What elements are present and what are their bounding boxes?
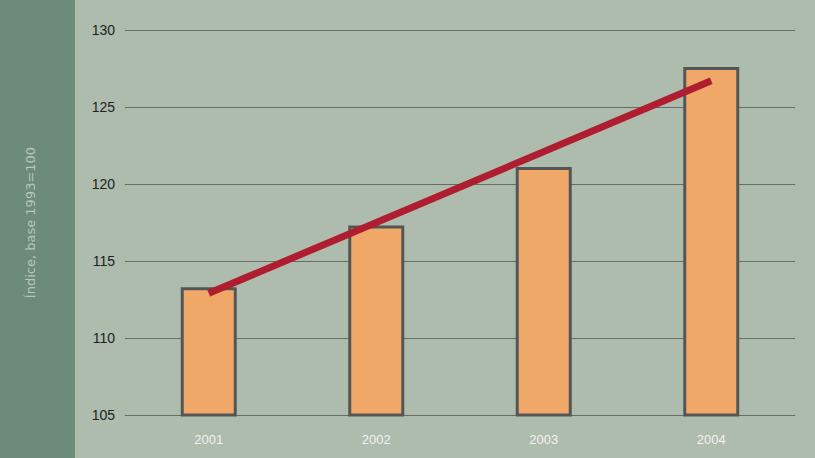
svg-text:2003: 2003	[529, 432, 558, 447]
svg-text:105: 105	[92, 407, 116, 423]
svg-text:Índice, base 1993=100: Índice, base 1993=100	[23, 147, 38, 298]
svg-text:2004: 2004	[697, 432, 726, 447]
svg-text:2001: 2001	[194, 432, 223, 447]
svg-text:120: 120	[92, 176, 116, 192]
svg-text:115: 115	[93, 253, 116, 269]
svg-text:110: 110	[93, 330, 116, 346]
svg-text:130: 130	[92, 22, 116, 38]
svg-text:2002: 2002	[362, 432, 391, 447]
svg-text:125: 125	[92, 99, 116, 115]
